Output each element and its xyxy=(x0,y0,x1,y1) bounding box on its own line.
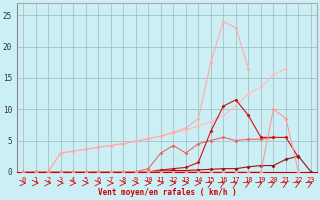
X-axis label: Vent moyen/en rafales ( km/h ): Vent moyen/en rafales ( km/h ) xyxy=(98,188,236,197)
